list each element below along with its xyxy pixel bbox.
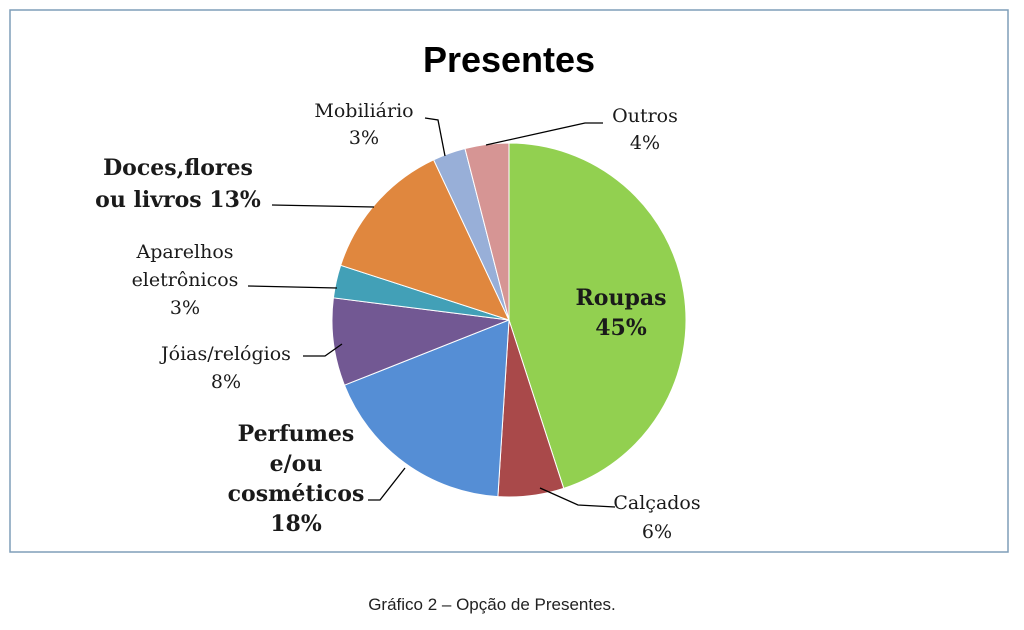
slice-label-6: Doces,flores ou livros 13% bbox=[95, 155, 261, 213]
slice-label-line: Jóias/relógios bbox=[159, 343, 291, 365]
slice-label-line: Mobiliário bbox=[314, 100, 413, 122]
slice-label-1: Roupas 45% bbox=[576, 285, 667, 341]
slice-label-2: Calçados 6% bbox=[613, 492, 700, 543]
leader-line-aparelhos bbox=[247, 285, 338, 289]
slice-label-7: Mobiliário 3% bbox=[314, 100, 413, 149]
slice-label-line: Doces,flores bbox=[103, 155, 253, 181]
slice-label-line: Outros bbox=[612, 105, 678, 127]
slice-labels: Roupas 45% Calçados 6% Perfumes e/ou cosmético… bbox=[95, 100, 700, 543]
pie-slice-4 bbox=[331, 297, 510, 386]
slice-label-line: eletrônicos bbox=[132, 269, 239, 291]
slice-label-line: Perfumes bbox=[238, 421, 355, 447]
slice-label-line: cosméticos bbox=[228, 481, 365, 507]
slice-label-line: 8% bbox=[211, 371, 241, 393]
leader-line-outros bbox=[485, 122, 603, 146]
slice-label-line: Aparelhos bbox=[135, 241, 233, 263]
slice-label-8: Outros 4% bbox=[612, 105, 678, 154]
slice-label-line: Calçados bbox=[613, 492, 700, 514]
slice-label-line: e/ou bbox=[270, 451, 323, 477]
slice-label-line: ou livros 13% bbox=[95, 187, 261, 213]
pie-slice-6 bbox=[340, 159, 510, 321]
leader-line-doces bbox=[271, 204, 375, 208]
pie-slice-1 bbox=[508, 142, 687, 489]
slice-label-3: Perfumes e/ou cosméticos 18% bbox=[228, 421, 365, 537]
pie-slices bbox=[331, 142, 687, 498]
slice-label-line: 4% bbox=[630, 132, 660, 154]
slice-label-line: 18% bbox=[270, 511, 322, 537]
slice-label-line: 6% bbox=[642, 521, 672, 543]
slice-label-4: Jóias/relógios 8% bbox=[159, 343, 291, 393]
leader-line-calcados bbox=[539, 487, 616, 508]
figure-caption: Gráfico 2 – Opção de Presentes. bbox=[368, 595, 616, 614]
slice-label-5: Aparelhos eletrônicos 3% bbox=[132, 241, 239, 319]
leader-line-mobiliario bbox=[424, 117, 446, 157]
chart-title: Presentes bbox=[423, 39, 595, 80]
pie-slice-3 bbox=[343, 319, 510, 498]
slice-label-line: 3% bbox=[349, 127, 379, 149]
leader-lines bbox=[247, 117, 616, 508]
slice-label-line: 3% bbox=[170, 297, 200, 319]
slice-label-line: 45% bbox=[595, 315, 647, 341]
slice-label-line: Roupas bbox=[576, 285, 667, 311]
leader-line-joias bbox=[303, 343, 343, 357]
leader-line-perfumes bbox=[368, 467, 406, 501]
